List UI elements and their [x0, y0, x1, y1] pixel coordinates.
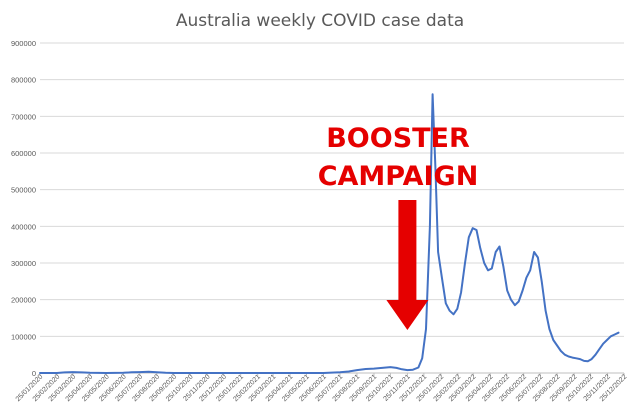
y-tick-label: 0 — [32, 369, 36, 378]
y-tick-label: 500000 — [11, 186, 36, 195]
y-tick-label: 200000 — [11, 296, 36, 305]
y-tick-label: 700000 — [11, 112, 36, 121]
y-tick-label: 100000 — [11, 332, 36, 341]
y-axis: 0 100000 200000 300000 400000 500000 600000 700… — [11, 39, 36, 378]
annotation-text-line-2: CAMPAIGN — [318, 161, 479, 192]
gridlines — [40, 42, 624, 374]
series-line-weekly-cases — [39, 93, 620, 374]
y-tick-label: 400000 — [11, 222, 36, 231]
booster-annotation: BOOSTER CAMPAIGN — [318, 123, 479, 330]
y-tick-label: 300000 — [11, 259, 36, 268]
y-tick-label: 800000 — [11, 76, 36, 85]
annotation-arrow — [386, 200, 429, 330]
y-tick-label: 600000 — [11, 149, 36, 158]
annotation-text-line-1: BOOSTER — [326, 123, 470, 154]
chart-title: Australia weekly COVID case data — [176, 11, 464, 31]
y-tick-label: 900000 — [11, 39, 36, 48]
